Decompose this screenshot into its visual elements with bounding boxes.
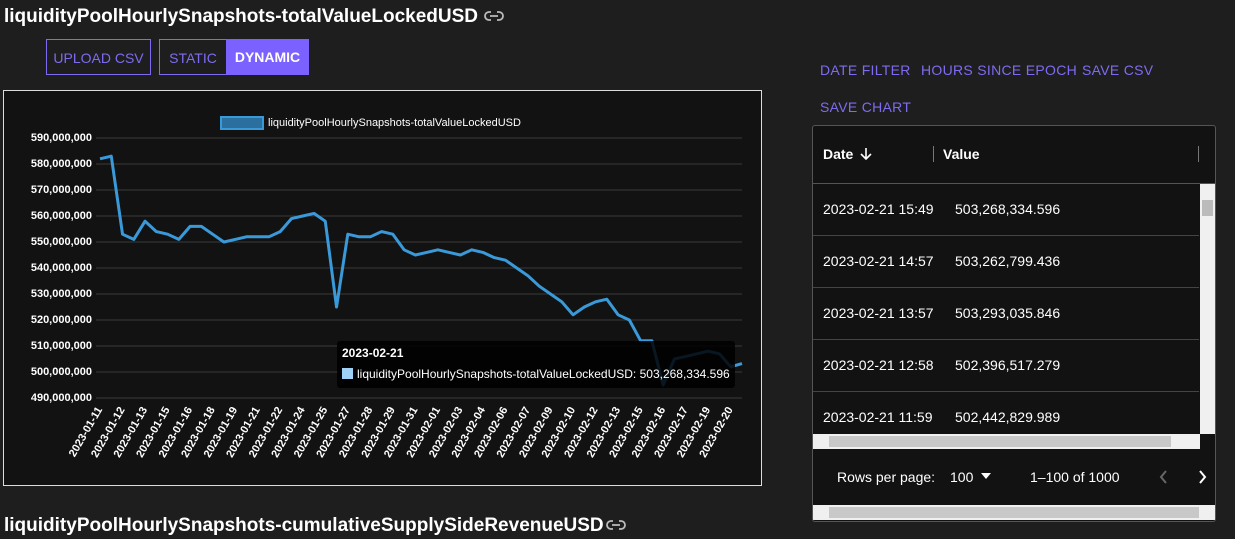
date-filter[interactable]: DATE FILTER — [820, 62, 911, 78]
y-tick-label: 580,000,000 — [31, 158, 92, 170]
rows-per-page-label: Rows per page: — [837, 469, 936, 485]
sort-icon[interactable] — [859, 147, 873, 161]
static-button[interactable]: STATIC — [159, 39, 226, 75]
next-section-title: liquidityPoolHourlySnapshots-cumulativeS… — [4, 515, 604, 536]
value-cell: 502,396,517.279 — [955, 357, 1061, 373]
y-tick-label: 530,000,000 — [31, 288, 92, 300]
y-tick-label: 510,000,000 — [31, 340, 92, 352]
column-header[interactable]: Value — [943, 146, 980, 162]
link-icon[interactable] — [484, 10, 504, 22]
table-row: 2023-02-21 12:58 502,396,517.279 — [813, 340, 1199, 392]
tooltip-title: 2023-02-21 — [342, 346, 404, 360]
data-table: Date Value 2023-02-21 15:49 503,268,334.5… — [812, 125, 1216, 522]
hours-since-epoch[interactable]: HOURS SINCE EPOCH — [921, 62, 1078, 78]
column-divider — [1198, 146, 1199, 162]
date-cell: 2023-02-21 12:58 — [823, 357, 934, 373]
date-cell: 2023-02-21 11:59 — [823, 409, 933, 425]
rows-per-page-select[interactable]: 100 — [950, 469, 974, 485]
table-row: 2023-02-21 11:59 502,442,829.989 — [813, 392, 1199, 443]
value-cell: 503,262,799.436 — [955, 253, 1061, 269]
value-cell: 502,442,829.989 — [955, 409, 1061, 425]
horizontal-scrollbar[interactable] — [813, 434, 1200, 449]
tooltip-swatch — [342, 368, 353, 379]
y-tick-label: 590,000,000 — [31, 132, 92, 144]
table-header: Date Value — [813, 126, 1215, 184]
value-cell: 503,268,334.596 — [955, 201, 1061, 217]
data-line — [99, 154, 743, 387]
date-cell: 2023-02-21 15:49 — [823, 201, 934, 217]
chart: liquidityPoolHourlySnapshots-totalValueL… — [3, 90, 762, 486]
table-row: 2023-02-21 13:57 503,293,035.846 — [813, 288, 1199, 340]
y-tick-label: 500,000,000 — [31, 366, 92, 378]
link-icon[interactable] — [606, 519, 626, 531]
table-row: 2023-02-21 15:49 503,268,334.596 — [813, 184, 1199, 236]
y-tick-label: 550,000,000 — [31, 236, 92, 248]
bottom-scrollbar[interactable] — [813, 505, 1215, 520]
y-tick-label: 540,000,000 — [31, 262, 92, 274]
legend-label: liquidityPoolHourlySnapshots-totalValueL… — [268, 117, 521, 129]
y-tick-label: 570,000,000 — [31, 184, 92, 196]
section-title: liquidityPoolHourlySnapshots-totalValueL… — [4, 6, 478, 27]
dynamic-button[interactable]: DYNAMIC — [226, 39, 309, 75]
y-tick-label: 490,000,000 — [31, 392, 92, 404]
y-tick-label: 560,000,000 — [31, 210, 92, 222]
save-csv[interactable]: SAVE CSV — [1082, 62, 1154, 78]
save-chart[interactable]: SAVE CHART — [820, 99, 912, 115]
dropdown-icon[interactable] — [981, 473, 991, 479]
date-cell: 2023-02-21 14:57 — [823, 253, 934, 269]
value-cell: 503,293,035.846 — [955, 305, 1061, 321]
tooltip: 2023-02-21 liquidityPoolHourlySnapshots-… — [337, 341, 735, 388]
column-divider — [933, 146, 934, 162]
page-range: 1–100 of 1000 — [1030, 469, 1120, 485]
page-nav[interactable] — [1158, 469, 1208, 485]
upload-button[interactable]: UPLOAD CSV — [46, 39, 151, 75]
column-header[interactable]: Date — [823, 146, 854, 162]
y-tick-label: 520,000,000 — [31, 314, 92, 326]
legend-swatch — [220, 116, 264, 130]
date-cell: 2023-02-21 13:57 — [823, 305, 934, 321]
vertical-scrollbar[interactable] — [1200, 184, 1215, 434]
tooltip-text: liquidityPoolHourlySnapshots-totalValueL… — [357, 367, 730, 381]
table-row: 2023-02-21 14:57 503,262,799.436 — [813, 236, 1199, 288]
